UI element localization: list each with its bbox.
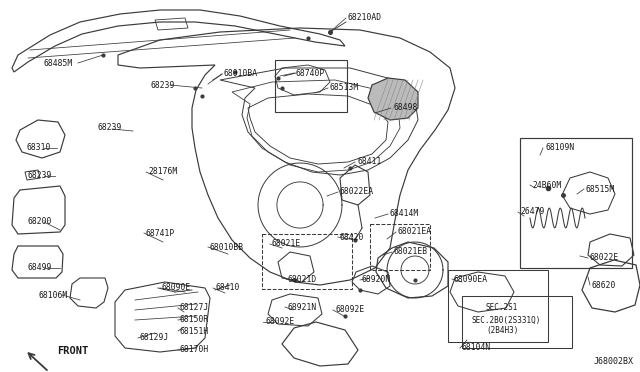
Text: 68092E: 68092E: [335, 305, 364, 314]
Text: 68200: 68200: [28, 218, 52, 227]
Bar: [370, 224, 430, 270]
Text: FRONT: FRONT: [57, 346, 88, 356]
Text: 68021EA: 68021EA: [398, 228, 432, 237]
Text: 68410: 68410: [215, 283, 239, 292]
Text: 26479: 26479: [520, 208, 545, 217]
Text: 68498: 68498: [393, 103, 417, 112]
Text: 68092E: 68092E: [265, 317, 294, 327]
Text: SEC.2S1: SEC.2S1: [486, 304, 518, 312]
Text: 68420: 68420: [340, 232, 364, 241]
Text: 68485M: 68485M: [44, 58, 73, 67]
Text: 68127J: 68127J: [180, 304, 209, 312]
Text: 68151H: 68151H: [180, 327, 209, 336]
Text: 68021D: 68021D: [288, 275, 317, 283]
Text: 68010BB: 68010BB: [210, 243, 244, 251]
Text: 68920N: 68920N: [362, 276, 391, 285]
Text: 68513M: 68513M: [330, 83, 359, 93]
Text: J68002BX: J68002BX: [594, 357, 634, 366]
Text: 68741P: 68741P: [146, 228, 175, 237]
Text: 68022E: 68022E: [590, 253, 620, 263]
Polygon shape: [368, 78, 418, 120]
Text: 68239: 68239: [28, 171, 52, 180]
Text: SEC.2B0(2S331Q): SEC.2B0(2S331Q): [472, 315, 541, 324]
Text: 68239: 68239: [98, 124, 122, 132]
Bar: [262, 234, 352, 289]
Text: 68515M: 68515M: [586, 185, 615, 193]
Text: 68109N: 68109N: [545, 144, 574, 153]
Text: 68150R: 68150R: [180, 315, 209, 324]
Text: 68010BA: 68010BA: [224, 70, 258, 78]
Bar: [448, 270, 548, 342]
Bar: [520, 138, 632, 268]
Text: 68170H: 68170H: [180, 346, 209, 355]
Text: 24B60M: 24B60M: [532, 180, 561, 189]
Bar: [275, 60, 347, 112]
Text: 68104N: 68104N: [462, 343, 492, 353]
Text: 68740P: 68740P: [296, 68, 325, 77]
Text: 68022EA: 68022EA: [340, 187, 374, 196]
Text: 68090E: 68090E: [162, 283, 191, 292]
Text: 68021E: 68021E: [272, 240, 301, 248]
Text: 68090EA: 68090EA: [454, 275, 488, 283]
Text: 28176M: 28176M: [148, 167, 177, 176]
Text: 68499: 68499: [28, 263, 52, 273]
Text: (2B4H3): (2B4H3): [486, 327, 518, 336]
Text: 68021EB: 68021EB: [394, 247, 428, 257]
Text: 68106M: 68106M: [39, 291, 68, 299]
Text: 68921N: 68921N: [287, 302, 316, 311]
Text: 68129J: 68129J: [140, 334, 169, 343]
Text: 68210AD: 68210AD: [348, 13, 382, 22]
Text: 68620: 68620: [592, 280, 616, 289]
Text: 68239: 68239: [150, 80, 175, 90]
Text: 68310: 68310: [27, 144, 51, 153]
Text: 68414M: 68414M: [390, 209, 419, 218]
Bar: [462, 296, 572, 348]
Text: 68411: 68411: [357, 157, 381, 167]
